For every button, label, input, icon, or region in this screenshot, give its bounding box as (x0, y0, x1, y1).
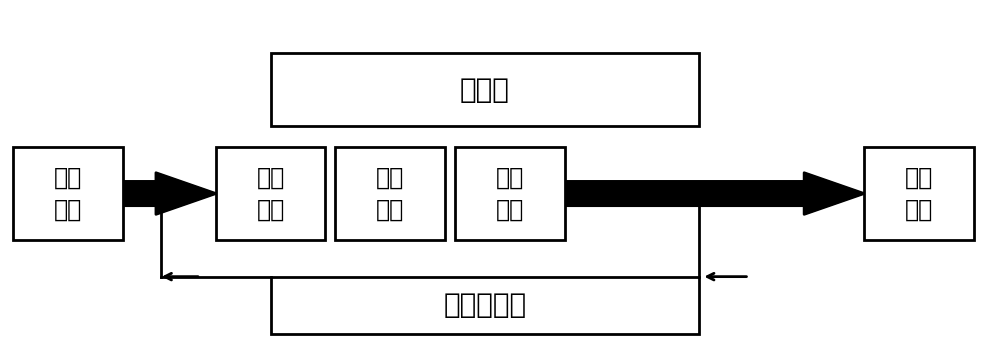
Text: 输出
滤波: 输出 滤波 (496, 166, 524, 221)
Text: 整流
滤波: 整流 滤波 (257, 166, 285, 221)
Text: 负反馈电路: 负反馈电路 (443, 291, 527, 319)
Bar (455, 147, 565, 240)
Text: 输入
电流: 输入 电流 (54, 166, 82, 221)
Bar (864, 147, 974, 240)
Bar (271, 277, 699, 334)
Polygon shape (565, 173, 864, 214)
Polygon shape (123, 173, 216, 214)
Text: 功率
变换: 功率 变换 (376, 166, 404, 221)
Text: 主电路: 主电路 (460, 76, 510, 104)
Text: 输出
电压: 输出 电压 (905, 166, 933, 221)
Bar (271, 53, 699, 126)
Bar (13, 147, 123, 240)
Bar (335, 147, 445, 240)
Bar (216, 147, 325, 240)
